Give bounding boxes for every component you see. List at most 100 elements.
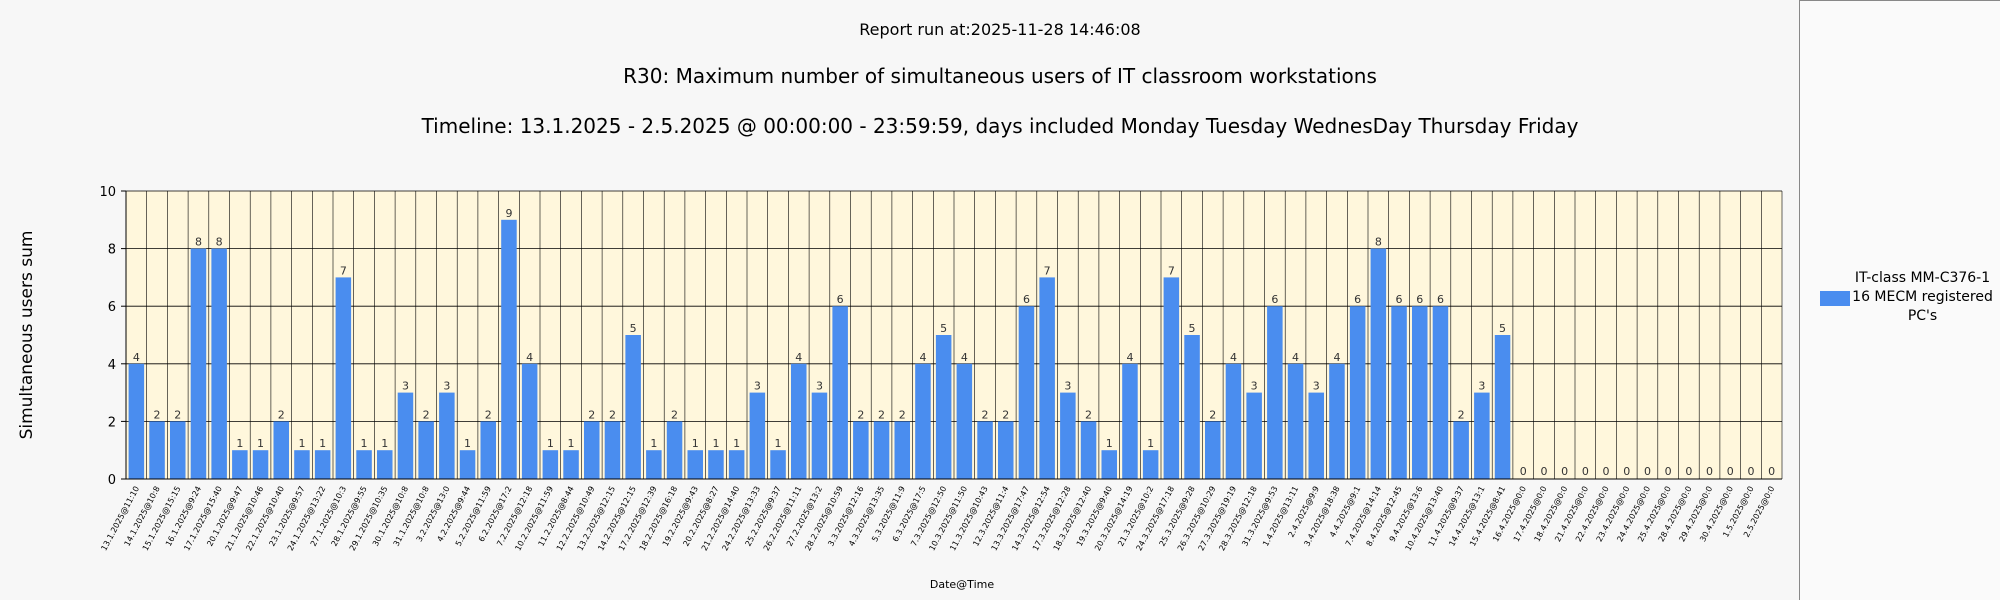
bar (1287, 363, 1304, 479)
bar (1018, 306, 1035, 479)
data-label: 7 (1168, 264, 1175, 277)
data-label: 1 (381, 437, 388, 450)
data-label: 0 (1768, 465, 1775, 478)
bar (439, 392, 455, 479)
data-label: 0 (1644, 465, 1651, 478)
chart-subtitle: Timeline: 13.1.2025 - 2.5.2025 @ 00:00:0… (421, 114, 1579, 138)
bar (1370, 248, 1387, 479)
bar (708, 450, 724, 479)
data-label: 2 (899, 408, 906, 421)
data-label: 2 (278, 408, 285, 421)
data-label: 0 (1603, 465, 1610, 478)
bar (666, 421, 683, 479)
data-label: 5 (940, 322, 947, 335)
bar (376, 450, 393, 479)
data-label: 6 (1437, 293, 1444, 306)
bar (1060, 392, 1076, 479)
bar (149, 421, 165, 479)
bar (1411, 306, 1428, 479)
y-tick-label: 4 (108, 358, 116, 373)
bar (1453, 421, 1469, 479)
data-label: 1 (775, 437, 782, 450)
data-label: 2 (485, 408, 492, 421)
data-label: 0 (1540, 465, 1547, 478)
bar (1225, 363, 1242, 479)
data-label: 8 (1375, 236, 1382, 249)
legend-series-label: IT-class MM-C376-1 16 MECM registered PC… (1852, 270, 1993, 324)
bar (894, 421, 911, 479)
bar (1329, 363, 1345, 479)
bar (1246, 392, 1262, 479)
x-axis-label: Date@Time (930, 578, 994, 591)
data-label: 1 (1106, 437, 1113, 450)
y-tick-label: 8 (108, 243, 116, 258)
bars (128, 219, 1511, 480)
chart-title: R30: Maximum number of simultaneous user… (623, 64, 1377, 88)
bar (190, 248, 207, 479)
bar (687, 450, 704, 479)
y-tick-label: 6 (108, 300, 116, 315)
bar (1142, 450, 1159, 479)
bar (1039, 277, 1055, 479)
bar (873, 421, 890, 479)
data-label: 1 (464, 437, 471, 450)
data-label: 2 (1002, 408, 1009, 421)
legend-swatch (1820, 291, 1850, 306)
data-label: 1 (361, 437, 368, 450)
data-label: 2 (1209, 408, 1216, 421)
data-label: 1 (650, 437, 657, 450)
bar (1122, 363, 1138, 479)
bar (583, 421, 600, 479)
data-label: 0 (1520, 465, 1527, 478)
bar (501, 219, 517, 480)
data-label: 4 (526, 351, 533, 364)
legend: IT-class MM-C376-1 16 MECM registered PC… (1799, 0, 2000, 600)
bar (418, 421, 434, 479)
y-tick-label: 2 (108, 415, 116, 430)
bar (542, 450, 559, 479)
data-label: 1 (236, 437, 243, 450)
data-label: 2 (588, 408, 595, 421)
bar (1101, 450, 1118, 479)
data-label: 0 (1561, 465, 1568, 478)
data-label: 5 (630, 322, 637, 335)
bar (294, 450, 310, 479)
bar (935, 335, 952, 479)
y-tick-label: 10 (99, 185, 116, 200)
bar (232, 450, 248, 479)
bar (1349, 306, 1366, 479)
bar (335, 277, 352, 479)
data-label: 3 (816, 380, 823, 393)
data-label: 1 (1147, 437, 1154, 450)
data-label: 4 (1333, 351, 1340, 364)
data-label: 4 (133, 351, 140, 364)
bar (790, 363, 807, 479)
data-label: 1 (568, 437, 575, 450)
data-label: 0 (1727, 465, 1734, 478)
bar (1432, 306, 1449, 479)
bar (252, 450, 269, 479)
bar (1474, 392, 1490, 479)
data-label: 2 (1458, 408, 1465, 421)
data-label: 3 (1064, 380, 1071, 393)
data-label: 1 (692, 437, 699, 450)
data-label: 6 (837, 293, 844, 306)
data-label: 0 (1623, 465, 1630, 478)
y-axis-label: Simultaneous users sum (17, 231, 37, 440)
bar (563, 450, 579, 479)
data-label: 7 (340, 264, 347, 277)
bar (997, 421, 1014, 479)
data-label: 1 (298, 437, 305, 450)
bar (956, 363, 973, 479)
data-label: 3 (754, 380, 761, 393)
bar (977, 421, 993, 479)
data-label: 1 (547, 437, 554, 450)
data-label: 2 (609, 408, 616, 421)
data-label: 2 (878, 408, 885, 421)
report-run-timestamp: Report run at:2025-11-28 14:46:08 (859, 20, 1141, 39)
bar (853, 421, 869, 479)
bar (625, 335, 641, 479)
data-label: 2 (423, 408, 430, 421)
data-label: 0 (1747, 465, 1754, 478)
